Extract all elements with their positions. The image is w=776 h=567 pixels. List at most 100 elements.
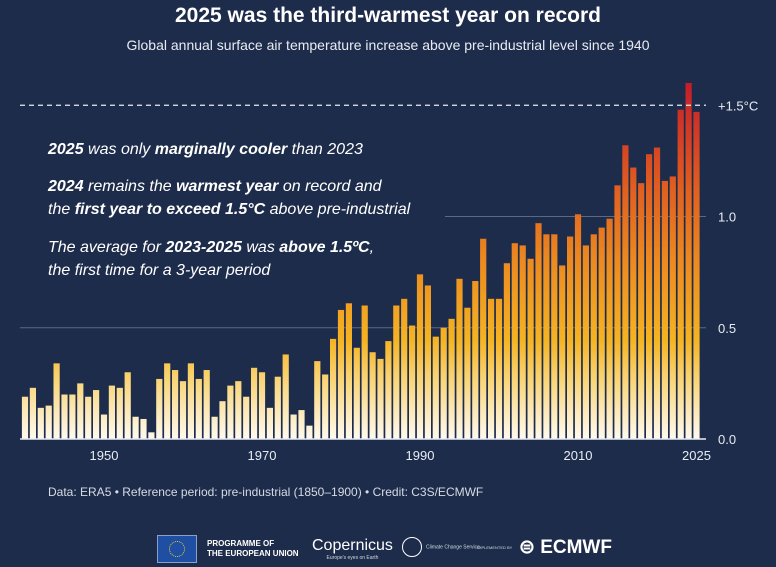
bar-1961 — [187, 363, 194, 439]
bar-1976 — [306, 425, 313, 439]
bar-1956 — [148, 432, 155, 439]
bar-2001 — [503, 263, 510, 439]
bar-2021 — [661, 180, 668, 439]
annotation-line-2: 2024 remains the warmest year on record … — [48, 178, 382, 196]
annotation-text: than 2023 — [287, 141, 363, 158]
c3s-logo: Climate Change Service — [402, 537, 480, 557]
bar-2017 — [630, 167, 637, 440]
annotation-text: above pre-industrial — [265, 201, 411, 218]
bar-2016 — [622, 145, 629, 440]
bar-1949 — [93, 390, 100, 439]
x-tick-label: 2010 — [564, 448, 593, 463]
annotation-line-3: the first year to exceed 1.5°C above pre… — [48, 201, 410, 219]
x-tick-label: 1970 — [248, 448, 277, 463]
chart-subtitle: Global annual surface air temperature in… — [126, 37, 650, 53]
bar-1990 — [416, 274, 424, 439]
ecmwf-logo: ⊜ ECMWF — [519, 537, 612, 558]
bar-1952 — [116, 387, 123, 439]
bar-2004 — [527, 258, 534, 439]
bar-1995 — [456, 278, 463, 439]
annotation-bold: marginally cooler — [154, 141, 288, 158]
bar-1954 — [132, 416, 139, 439]
bar-1984 — [369, 352, 376, 439]
bar-2005 — [535, 223, 542, 439]
bar-1988 — [401, 298, 408, 439]
bar-2023 — [677, 109, 684, 439]
implemented-by-label: IMPLEMENTED BY — [477, 545, 513, 550]
annotation-bold: 2023-2025 — [165, 239, 242, 256]
bar-1941 — [29, 387, 36, 439]
bar-1981 — [345, 303, 352, 439]
y-tick-label: 1.0 — [718, 210, 736, 225]
bar-2019 — [646, 154, 653, 439]
bar-2014 — [606, 218, 613, 439]
bar-1971 — [266, 407, 273, 439]
chart-title: 2025 was the third-warmest year on recor… — [175, 4, 601, 27]
annotation-bold: first year to exceed 1.5°C — [74, 201, 266, 218]
bar-1985 — [377, 358, 384, 439]
bar-1968 — [243, 396, 250, 439]
bar-1958 — [164, 363, 171, 439]
bar-1969 — [251, 367, 258, 439]
eu-programme-logo: PROGRAMME OF THE EUROPEAN UNION — [207, 539, 299, 558]
data-credit: Data: ERA5 • Reference period: pre-indus… — [48, 485, 484, 499]
bar-1967 — [235, 381, 242, 439]
bar-1975 — [298, 410, 305, 439]
bar-2024 — [685, 83, 692, 439]
annotation-line-5: the first time for a 3-year period — [48, 262, 270, 280]
annotation-text: the — [48, 201, 75, 218]
bar-1959 — [172, 370, 179, 439]
annotation-text: on record and — [278, 178, 382, 195]
bar-1953 — [124, 372, 131, 439]
bar-1944 — [53, 363, 60, 439]
bar-1974 — [290, 414, 297, 439]
bar-1943 — [45, 405, 52, 439]
eu-flag-icon — [157, 535, 197, 563]
bar-1986 — [385, 341, 392, 439]
bar-2008 — [559, 265, 566, 439]
bar-2011 — [582, 245, 589, 439]
x-tick-label: 1990 — [406, 448, 435, 463]
annotation-bold: 2024 — [48, 178, 84, 195]
annotation-bold: warmest year — [176, 178, 279, 195]
bar-1945 — [61, 394, 68, 439]
bar-1987 — [393, 305, 400, 439]
logo-bar: PROGRAMME OF THE EUROPEAN UNION Copernicu… — [157, 533, 637, 563]
y-tick-label: 0.5 — [718, 321, 736, 336]
bar-1997 — [472, 281, 479, 439]
bar-1940 — [21, 396, 29, 439]
bar-1982 — [353, 347, 360, 439]
annotation-text: remains the — [83, 178, 177, 195]
annotation-text: The average for — [48, 239, 166, 256]
bar-1970 — [258, 372, 266, 439]
annotation-line-1: 2025 was only marginally cooler than 202… — [48, 141, 363, 159]
bar-2009 — [567, 236, 574, 439]
bar-2020 — [653, 147, 661, 439]
annotation-bold: 2025 — [48, 141, 84, 158]
bar-1989 — [409, 325, 416, 439]
bar-1960 — [179, 381, 187, 439]
bar-1972 — [274, 376, 281, 439]
bar-2013 — [598, 227, 605, 439]
annotation-text: was — [241, 239, 280, 256]
x-tick-label: 1950 — [90, 448, 119, 463]
bar-1978 — [322, 374, 329, 439]
bar-1996 — [464, 307, 471, 439]
bar-1973 — [282, 354, 289, 439]
annotation-line-4: The average for 2023-2025 was above 1.5º… — [48, 239, 374, 257]
bar-1991 — [424, 285, 431, 439]
bar-1999 — [488, 298, 495, 439]
bar-1977 — [314, 361, 321, 439]
bar-1963 — [203, 370, 210, 439]
bar-1962 — [195, 378, 202, 439]
bar-1946 — [69, 394, 76, 439]
bar-1994 — [448, 318, 455, 439]
bar-2010 — [574, 214, 582, 439]
bar-1957 — [156, 378, 163, 439]
y-tick-label: 0.0 — [718, 432, 736, 447]
bar-1942 — [37, 407, 44, 439]
bar-2015 — [614, 185, 621, 439]
annotation-text: , — [369, 239, 375, 256]
bar-2002 — [511, 243, 518, 439]
